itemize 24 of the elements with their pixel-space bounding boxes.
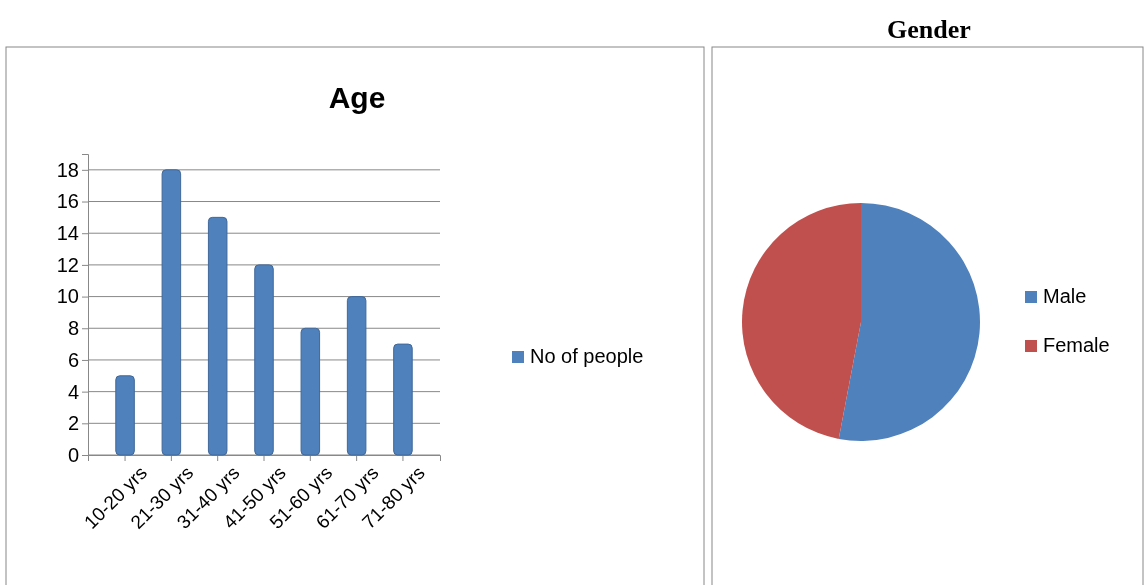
chart-title: Gender [887, 15, 971, 44]
y-tick-label: 10 [56, 285, 79, 308]
y-tick-label: 6 [67, 348, 79, 371]
y-tick-label: 18 [56, 158, 79, 181]
bar [254, 264, 274, 456]
y-tick-label: 16 [56, 190, 79, 213]
bar [346, 296, 367, 456]
bar [393, 343, 413, 456]
bar [207, 216, 228, 456]
y-tick-label: 0 [67, 443, 79, 466]
pie-slice [838, 203, 980, 441]
y-tick-label: 4 [67, 380, 79, 403]
y-tick-label: 14 [56, 222, 79, 245]
legend-label: Female [1043, 334, 1110, 356]
bar [161, 169, 182, 456]
y-tick-label: 2 [67, 412, 79, 435]
bar [115, 375, 135, 456]
bar [300, 327, 321, 456]
chart-title: Age [328, 81, 386, 114]
y-tick-label: 8 [67, 317, 79, 340]
pie-slice [742, 203, 861, 439]
y-tick-label: 12 [56, 253, 79, 276]
legend-label: Male [1043, 285, 1087, 307]
legend-label: No of people [530, 345, 644, 367]
